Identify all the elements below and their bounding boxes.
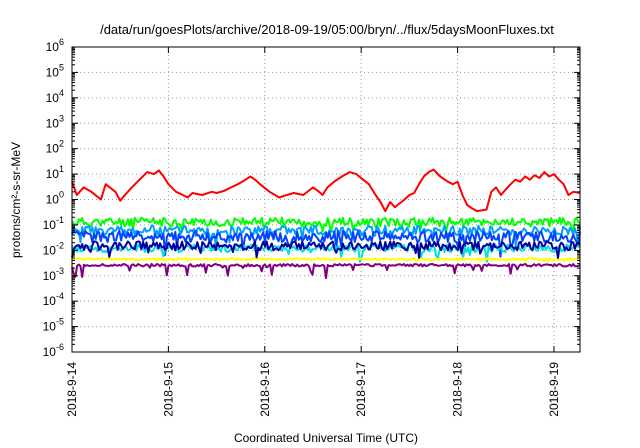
y-tick-label: 105	[46, 62, 64, 79]
y-tick-label: 104	[46, 88, 64, 105]
y-tick-label: 10-3	[43, 266, 64, 283]
x-tick-label: 2018-9-19	[547, 362, 561, 417]
x-axis-label: Coordinated Universal Time (UTC)	[234, 431, 418, 445]
series-line-lightblue	[71, 224, 581, 248]
x-tick-label: 2018-9-16	[258, 362, 272, 417]
y-tick-label: 10-1	[43, 215, 64, 232]
y-tick-label: 100	[46, 190, 64, 207]
y-tick-label: 10-4	[43, 291, 64, 308]
y-axis-label: protons/cm²-s-sr-MeV	[9, 142, 23, 258]
y-tick-label: 106	[46, 37, 64, 54]
y-tick-label: 10-5	[43, 317, 64, 334]
series-line-blue	[71, 229, 581, 258]
y-tick-label: 10-2	[43, 240, 64, 257]
series-group	[71, 168, 581, 280]
y-tick-label: 103	[46, 113, 64, 130]
x-tick-label: 2018-9-17	[354, 362, 368, 417]
y-tick-label: 101	[46, 164, 64, 181]
x-axis: 2018-9-14 2018-9-15 2018-9-16 2018-9-17 2018…	[65, 47, 561, 417]
y-tick-label: 102	[46, 139, 64, 156]
x-tick-label: 2018-9-18	[451, 362, 465, 417]
x-tick-label: 2018-9-15	[161, 362, 175, 417]
grid	[72, 47, 580, 352]
chart-title: /data/run/goesPlots/archive/2018-09-19/0…	[100, 22, 554, 37]
series-line-navy	[71, 240, 581, 260]
x-tick-label: 2018-9-14	[65, 362, 79, 417]
series-line-green	[71, 216, 581, 235]
series-line-red	[71, 168, 581, 213]
series-line-purple	[71, 262, 581, 280]
y-tick-label: 10-6	[43, 342, 64, 359]
series-line-yellow	[71, 257, 581, 263]
